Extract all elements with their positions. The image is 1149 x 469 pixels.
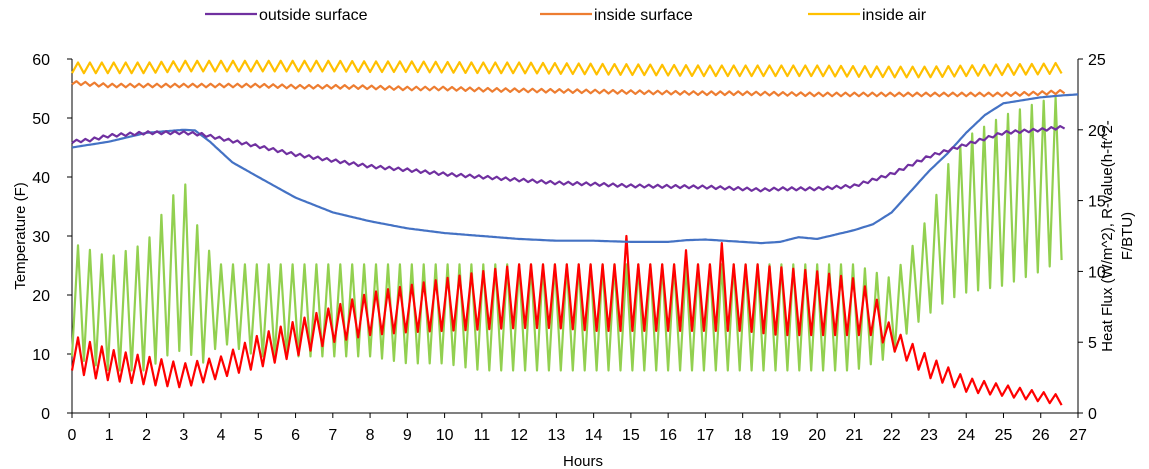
x-tick-label: 8: [366, 427, 375, 444]
x-tick-label: 15: [622, 427, 640, 444]
x-tick-label: 24: [957, 427, 975, 444]
series-layer: [70, 59, 1079, 406]
y-right-tick-label: 5: [1088, 335, 1097, 352]
inside-surface-line: [71, 80, 1066, 98]
x-tick-label: 9: [403, 427, 412, 444]
x-tick-label: 1: [105, 427, 114, 444]
y-left-tick-label: 40: [32, 170, 50, 187]
y-left-tick-label: 60: [32, 52, 50, 69]
x-tick-label: 19: [771, 427, 789, 444]
y-right-axis-title-line1: Heat Flux (W/m^2), R-value(h-ft^2-: [1099, 120, 1116, 352]
outside-surface-line: [71, 125, 1066, 193]
y-right-tick-label: 0: [1088, 406, 1097, 423]
y-left-tick-label: 20: [32, 288, 50, 305]
x-tick-label: 23: [920, 427, 938, 444]
y-right-tick-label: 25: [1088, 52, 1106, 69]
y-right-axis-title: Heat Flux (W/m^2), R-value(h-ft^2- F/BTU…: [1099, 120, 1136, 352]
x-axis-title: Hours: [563, 453, 603, 469]
x-tick-label: 3: [179, 427, 188, 444]
x-tick-label: 14: [585, 427, 603, 444]
y-right-axis-title-line2: F/BTU): [1119, 212, 1136, 260]
x-tick-label: 4: [217, 427, 226, 444]
y-right-tick-label: 10: [1088, 264, 1106, 281]
x-tick-label: 18: [734, 427, 752, 444]
x-tick-label: 26: [1032, 427, 1050, 444]
y-left-tick-label: 50: [32, 111, 50, 128]
x-tick-label: 6: [291, 427, 300, 444]
y-right-tick-labels: 0 5 10 15 20 25: [1078, 52, 1106, 423]
x-tick-label: 16: [659, 427, 677, 444]
legend: outside surface inside surface inside air: [205, 7, 927, 24]
x-tick-label: 27: [1069, 427, 1087, 444]
y-left-tick-labels: 0 10 20 30 40 50 60: [32, 52, 72, 423]
x-tick-label: 5: [254, 427, 263, 444]
x-tick-label: 22: [883, 427, 901, 444]
x-tick-label: 11: [474, 427, 491, 444]
x-tick-label: 10: [436, 427, 454, 444]
y-left-tick-label: 0: [41, 406, 50, 423]
x-tick-label: 13: [547, 427, 565, 444]
x-tick-label: 21: [846, 427, 864, 444]
y-left-tick-label: 10: [32, 347, 50, 364]
y-left-axis-title: Temperature (F): [12, 182, 29, 290]
x-tick-label: 25: [995, 427, 1013, 444]
legend-label: outside surface: [259, 7, 368, 24]
y-right-tick-label: 20: [1088, 123, 1106, 140]
blue-series-line: [71, 93, 1079, 245]
x-tick-label: 20: [808, 427, 826, 444]
red-series-line: [70, 234, 1063, 406]
x-tick-label: 7: [328, 427, 337, 444]
y-left-tick-label: 30: [32, 229, 50, 246]
legend-label: inside surface: [594, 7, 693, 24]
x-tick-label: 0: [68, 427, 77, 444]
x-tick-label: 17: [697, 427, 715, 444]
x-tick-labels: 0 1 2 3 4 5 6 7 8 9 10 11 12 13 14 15 16 17 18 19 20 21 22 23 24…: [68, 413, 1087, 444]
y-right-tick-label: 15: [1088, 194, 1106, 211]
x-tick-label: 12: [510, 427, 528, 444]
x-tick-label: 2: [142, 427, 151, 444]
inside-air-line: [71, 59, 1063, 79]
legend-label: inside air: [862, 7, 927, 24]
